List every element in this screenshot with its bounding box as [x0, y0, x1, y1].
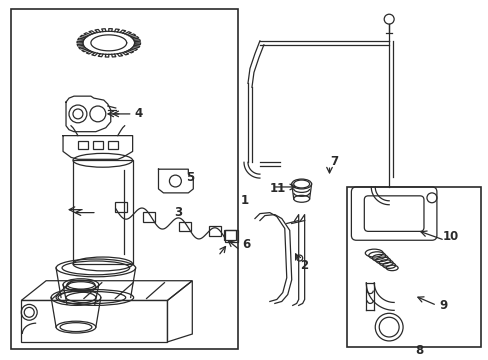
Text: 1: 1 [241, 194, 248, 207]
Text: 9: 9 [439, 299, 447, 312]
Text: 8: 8 [414, 344, 422, 357]
Text: 11: 11 [269, 183, 285, 195]
Text: 6: 6 [242, 238, 249, 251]
Text: 7: 7 [330, 155, 338, 168]
Text: 4: 4 [134, 107, 142, 120]
Text: 3: 3 [174, 206, 182, 219]
Text: 5: 5 [186, 171, 194, 184]
Text: 10: 10 [442, 230, 458, 243]
Text: 2: 2 [300, 260, 308, 273]
